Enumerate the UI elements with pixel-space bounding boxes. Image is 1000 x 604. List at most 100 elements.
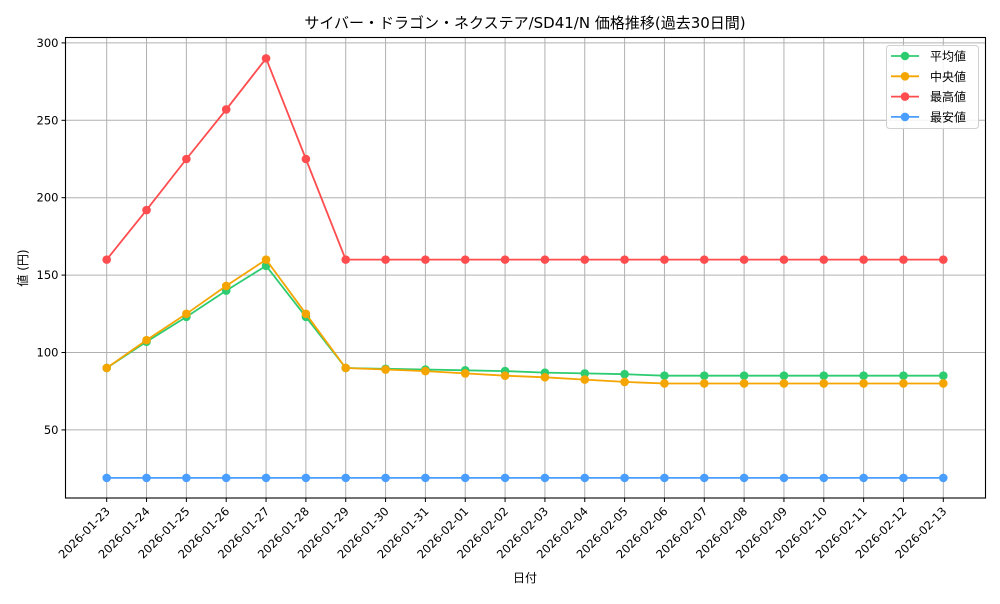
y-tick-label: 250 xyxy=(37,113,59,127)
data-point-marker xyxy=(739,473,749,483)
data-point-marker xyxy=(699,255,709,264)
legend-label: 平均値 xyxy=(930,49,966,64)
y-axis: 50 100 150 200 250 300 xyxy=(37,36,66,437)
data-point-marker xyxy=(779,255,789,264)
data-point-marker xyxy=(699,371,709,381)
series-最高値 xyxy=(102,54,948,264)
data-point-marker xyxy=(381,365,390,374)
data-point-marker xyxy=(142,473,151,483)
data-point-marker xyxy=(381,255,390,264)
data-point-marker xyxy=(182,309,191,319)
data-point-marker xyxy=(381,473,390,483)
data-point-marker xyxy=(421,366,430,376)
data-point-marker xyxy=(779,379,789,388)
y-tick-label: 300 xyxy=(37,36,59,50)
data-point-marker xyxy=(739,371,749,381)
y-axis-label: 値 (円) xyxy=(15,249,30,286)
data-point-marker xyxy=(819,255,829,264)
data-point-marker xyxy=(102,363,111,373)
data-point-marker xyxy=(819,371,829,381)
series-中央値 xyxy=(102,255,948,388)
series-最安値 xyxy=(102,473,948,483)
data-point-marker xyxy=(460,369,470,378)
data-point-marker xyxy=(460,473,470,483)
data-point-marker xyxy=(301,154,311,164)
data-point-marker xyxy=(341,473,351,483)
data-point-marker xyxy=(699,473,709,483)
legend-marker-icon xyxy=(900,112,910,122)
series-line xyxy=(106,258,944,385)
data-point-marker xyxy=(580,375,590,384)
series-lines xyxy=(102,54,948,483)
data-point-marker xyxy=(341,255,351,264)
data-point-marker xyxy=(540,372,550,382)
legend-label: 中央値 xyxy=(930,69,966,84)
data-point-marker xyxy=(660,379,669,388)
data-point-marker xyxy=(341,363,351,373)
data-point-marker xyxy=(859,379,868,388)
data-point-marker xyxy=(102,473,111,483)
data-point-marker xyxy=(301,473,311,483)
data-point-marker xyxy=(859,371,868,381)
data-point-marker xyxy=(859,473,868,483)
data-point-marker xyxy=(620,255,629,264)
data-point-marker xyxy=(460,255,470,264)
chart-title: サイバー・ドラゴン・ネクステア/SD41/N 価格推移(過去30日間) xyxy=(304,14,745,32)
data-point-marker xyxy=(580,255,590,264)
legend-entry: 最安値 xyxy=(891,109,966,124)
data-point-marker xyxy=(500,473,510,483)
data-point-marker xyxy=(421,473,430,483)
data-point-marker xyxy=(142,335,151,345)
data-point-marker xyxy=(261,255,271,264)
y-tick-label: 150 xyxy=(37,268,59,282)
data-point-marker xyxy=(899,371,908,381)
series-平均値 xyxy=(102,261,948,381)
data-point-marker xyxy=(261,473,271,483)
data-point-marker xyxy=(540,473,550,483)
data-point-marker xyxy=(939,255,948,264)
data-point-marker xyxy=(939,473,948,483)
data-point-marker xyxy=(899,379,908,388)
data-point-marker xyxy=(819,473,829,483)
data-point-marker xyxy=(660,255,669,264)
data-point-marker xyxy=(580,369,590,378)
x-axis-label: 日付 xyxy=(513,571,537,585)
data-point-marker xyxy=(779,473,789,483)
legend-label: 最安値 xyxy=(930,109,966,124)
legend-box xyxy=(886,45,979,129)
data-point-marker xyxy=(699,379,709,388)
plot-area-frame xyxy=(64,36,987,499)
data-point-marker xyxy=(182,473,191,483)
legend-marker-icon xyxy=(900,51,910,61)
legend-marker-icon xyxy=(900,92,910,101)
data-point-marker xyxy=(779,371,789,381)
y-tick-label: 200 xyxy=(37,191,59,205)
data-point-marker xyxy=(540,255,550,264)
legend-entry: 平均値 xyxy=(891,49,966,64)
data-point-marker xyxy=(580,473,590,483)
data-point-marker xyxy=(939,371,948,381)
data-point-marker xyxy=(899,255,908,264)
data-point-marker xyxy=(620,369,629,379)
data-point-marker xyxy=(102,255,111,264)
data-point-marker xyxy=(620,377,629,387)
data-point-marker xyxy=(739,255,749,264)
data-point-marker xyxy=(660,371,669,381)
grid-lines xyxy=(65,37,986,498)
data-point-marker xyxy=(221,105,231,114)
data-point-marker xyxy=(939,379,948,388)
data-point-marker xyxy=(819,379,829,388)
data-point-marker xyxy=(221,281,231,291)
series-line xyxy=(106,264,944,377)
legend-marker-icon xyxy=(900,72,910,81)
data-point-marker xyxy=(620,473,629,483)
data-point-marker xyxy=(421,255,430,264)
x-axis: 2026-01-232026-01-242026-01-252026-01-26… xyxy=(56,498,949,561)
data-point-marker xyxy=(301,309,311,319)
data-point-marker xyxy=(739,379,749,388)
data-point-marker xyxy=(142,205,151,215)
y-tick-label: 50 xyxy=(44,423,59,437)
